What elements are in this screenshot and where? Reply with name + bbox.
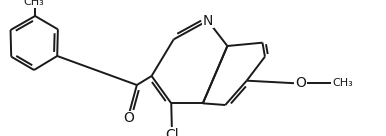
Text: O: O [295,76,306,90]
Text: O: O [124,111,135,125]
Text: CH₃: CH₃ [24,0,44,7]
Text: CH₃: CH₃ [332,78,353,88]
Text: N: N [203,14,213,28]
Text: Cl: Cl [165,128,179,136]
